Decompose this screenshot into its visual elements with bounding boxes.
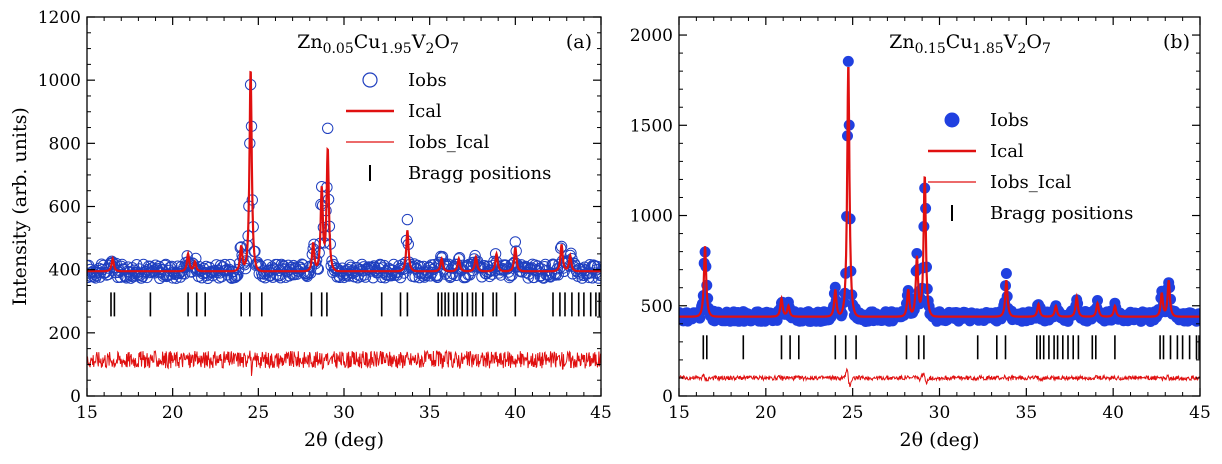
legend-label: Bragg positions: [990, 203, 1133, 224]
y-tick-label: 800: [49, 134, 81, 154]
legend-item: Iobs_Ical: [928, 172, 1072, 193]
y-tick-label: 400: [49, 261, 81, 281]
legend-label: Bragg positions: [408, 163, 551, 184]
iobs-points: [679, 55, 1200, 327]
plot-area: [87, 70, 601, 376]
x-tick-label: 15: [76, 403, 98, 423]
bragg-positions: [702, 335, 1200, 360]
ical-line: [87, 70, 601, 273]
iobs-point: [210, 259, 223, 271]
y-tick-label: 1000: [38, 71, 81, 91]
y-tick-label: 600: [49, 198, 81, 218]
y-tick-label: 0: [70, 387, 81, 407]
x-tick-label: 35: [1016, 403, 1038, 423]
bragg-positions: [110, 292, 601, 317]
iobs-point: [592, 272, 601, 284]
x-tick-label: 40: [1102, 403, 1124, 423]
legend-item: Bragg positions: [951, 203, 1133, 224]
y-tick-label: 2000: [630, 26, 673, 46]
iobs-point: [322, 122, 334, 135]
iobs-point: [522, 272, 534, 284]
x-tick-label: 20: [162, 403, 184, 423]
iobs-point: [591, 264, 601, 276]
iobs-point: [453, 253, 465, 265]
y-tick-label: 500: [641, 297, 673, 317]
y-tick-label: 1500: [630, 116, 673, 136]
chart-panel-b: 15 20 25 30 35 40 45 0 500 1000 1500 2000 2θ (deg) (b…: [630, 16, 1211, 451]
iobs-point: [1000, 268, 1012, 279]
y-tick-label: 1200: [38, 8, 81, 28]
iobs-point: [229, 271, 241, 284]
x-tick-label: 30: [929, 403, 951, 423]
legend-item: Iobs: [362, 70, 447, 91]
legend-label: Iobs_Ical: [990, 172, 1072, 193]
iobs-point: [224, 258, 236, 271]
x-tick-label: 30: [333, 403, 355, 423]
legend-label: Iobs_Ical: [408, 132, 490, 153]
panel-label: (a): [566, 31, 592, 53]
x-axis-title: 2θ (deg): [304, 429, 384, 451]
iobs-point: [136, 272, 148, 284]
iobs-point: [297, 259, 309, 271]
legend-label: Iobs: [990, 110, 1029, 131]
legend-item: Ical: [346, 101, 442, 122]
iobs-point: [352, 269, 365, 281]
x-tick-label: 40: [505, 403, 527, 423]
legend-item: Bragg positions: [369, 163, 551, 184]
chart-panel-a: 15 20 25 30 35 40 45 0 200 400 600 800 1000 1200 2θ (d…: [9, 8, 612, 451]
x-tick-label: 15: [668, 403, 690, 423]
iobs-point: [401, 213, 414, 226]
y-tick-label: 1000: [630, 207, 673, 227]
x-axis-title: 2θ (deg): [900, 429, 980, 451]
iobs-ical-line: [679, 367, 1200, 388]
legend: Iobs Ical Iobs_Ical Bragg positions: [346, 70, 551, 184]
x-tick-label: 35: [419, 403, 441, 423]
plot-area: [679, 55, 1200, 388]
plot-frame: [86, 16, 602, 397]
iobs-point: [120, 272, 133, 284]
iobs-point: [543, 268, 555, 281]
iobs-point: [509, 236, 521, 248]
iobs-point: [503, 271, 515, 284]
legend-marker: [362, 72, 378, 88]
legend-item: Iobs: [944, 110, 1029, 131]
ical-line: [679, 67, 1200, 318]
x-tick-label: 20: [755, 403, 777, 423]
iobs-point: [842, 55, 854, 67]
iobs-point: [911, 248, 923, 259]
x-tick-label: 45: [590, 403, 612, 423]
iobs-point: [836, 308, 848, 319]
legend: Iobs Ical Iobs_Ical Bragg positions: [928, 110, 1133, 224]
legend-label: Ical: [408, 101, 442, 122]
x-tick-label: 25: [248, 403, 270, 423]
iobs-point: [289, 261, 301, 273]
legend-item: Iobs_Ical: [346, 132, 490, 153]
iobs-point: [112, 271, 124, 283]
iobs-point: [1092, 295, 1103, 306]
y-tick-label: 200: [49, 324, 81, 344]
y-tick-label: 0: [662, 387, 673, 407]
legend-item: Ical: [928, 141, 1024, 162]
panel-label: (b): [1163, 31, 1190, 53]
legend-label: Ical: [990, 141, 1024, 162]
iobs-point: [593, 268, 601, 280]
legend-marker: [944, 112, 960, 128]
chart-title: Zn0.05Cu1.95V2O7: [297, 31, 459, 57]
iobs-point: [829, 281, 841, 293]
legend-label: Iobs: [408, 70, 447, 91]
x-tick-label: 45: [1189, 403, 1211, 423]
chart-title: Zn0.15Cu1.85V2O7: [889, 31, 1051, 57]
x-tick-label: 25: [842, 403, 864, 423]
iobs-ical-line: [87, 349, 601, 376]
y-axis-title: Intensity (arb. units): [9, 107, 31, 306]
